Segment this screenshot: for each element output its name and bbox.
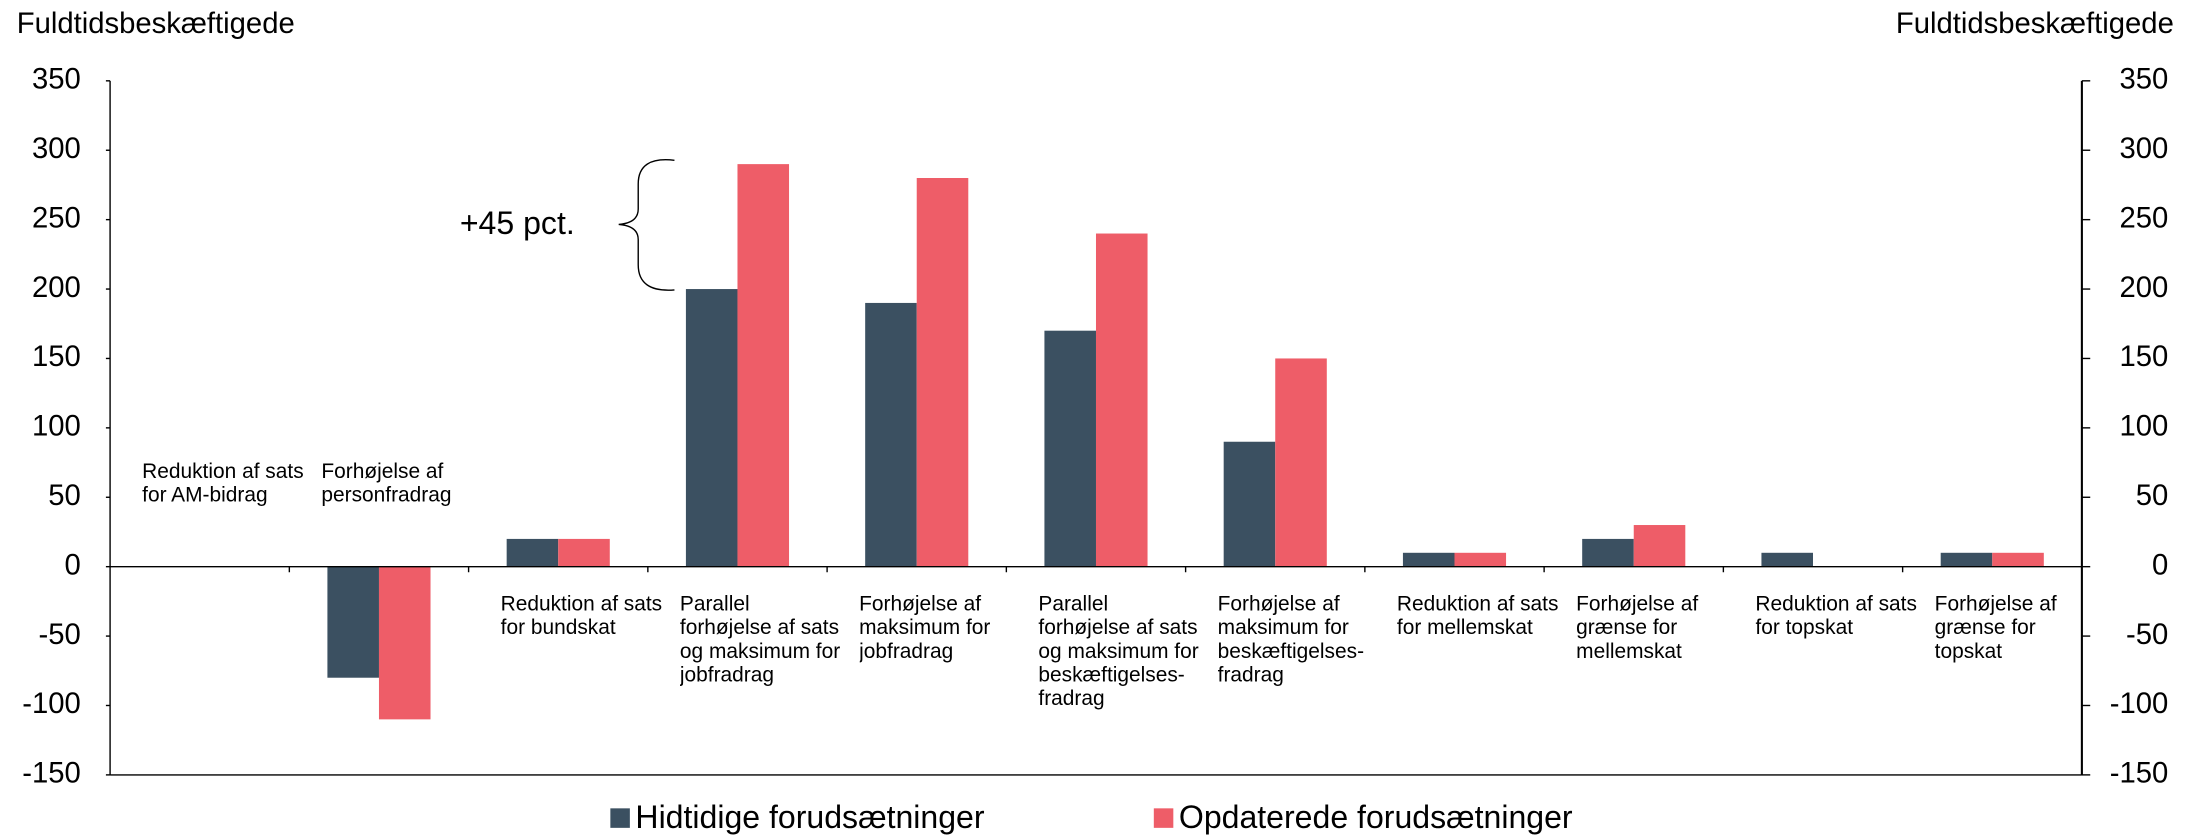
x-tick-label: Parallel forhøjelse af sats og maksimum … xyxy=(679,592,841,688)
x-tick-label: Forhøjelse af maksimum for beskæftigelse… xyxy=(1217,592,1365,688)
legend-label: Opdaterede forudsætninger xyxy=(1179,799,1573,835)
bar xyxy=(1940,552,1993,567)
y2-tick-label: 150 xyxy=(2119,341,2168,373)
legend-label: Hidtidige forudsætninger xyxy=(635,799,984,835)
x-tick-label-box: Reduktion af sats for mellemskat xyxy=(1396,592,1559,640)
annotation: +45 pct. xyxy=(460,205,575,241)
y-tick-label: -50 xyxy=(39,619,81,651)
x-tick-label: Reduktion af sats for topskat xyxy=(1755,592,1917,640)
y-tick-label: 0 xyxy=(65,549,81,581)
y-tick-label: -100 xyxy=(22,688,81,720)
y2-axis-title: Fuldtidsbeskæftigede xyxy=(1896,8,2174,40)
y-tick-label: 150 xyxy=(32,341,81,373)
bar xyxy=(1223,441,1276,567)
y-tick-label: -150 xyxy=(22,758,81,790)
x-tick-label-box: Parallel forhøjelse af sats og maksimum … xyxy=(1038,592,1199,711)
x-tick-label: Reduktion af sats for mellemskat xyxy=(1396,592,1559,640)
y2-tick-label: 100 xyxy=(2119,411,2168,443)
y2-tick-label: 200 xyxy=(2119,272,2168,304)
x-tick-label-box: Reduktion af sats for AM-bidrag xyxy=(142,459,304,508)
brace xyxy=(618,159,675,291)
y-tick-label: 200 xyxy=(32,272,81,304)
x-tick-label: Parallel forhøjelse af sats og maksimum … xyxy=(1038,592,1199,711)
y-axis-title: Fuldtidsbeskæftigede xyxy=(17,8,295,40)
bar xyxy=(327,566,379,678)
bar xyxy=(1402,552,1455,567)
x-tick-label: Reduktion af sats for AM-bidrag xyxy=(142,459,304,508)
x-tick-label: Reduktion af sats for bundskat xyxy=(500,592,663,640)
bar xyxy=(1454,552,1507,567)
x-tick-label-box: Forhøjelse af maksimum for jobfradrag xyxy=(859,592,991,664)
y2-tick-label: 300 xyxy=(2119,133,2168,165)
bar xyxy=(737,164,790,567)
x-tick-label: Forhøjelse af personfradrag xyxy=(321,459,452,508)
bar xyxy=(1044,330,1096,567)
y-tick-label: 300 xyxy=(32,133,81,165)
y-tick-label: 50 xyxy=(48,480,81,512)
bar xyxy=(916,178,969,567)
bar xyxy=(378,566,431,720)
y-tick-label: 350 xyxy=(32,64,81,96)
x-tick-label-box: Forhøjelse af maksimum for beskæftigelse… xyxy=(1217,592,1365,688)
bar xyxy=(685,289,738,567)
y2-tick-label: 0 xyxy=(2152,549,2168,581)
x-tick-label: Forhøjelse af maksimum for jobfradrag xyxy=(859,592,991,664)
bar xyxy=(865,302,917,567)
y2-tick-label: -150 xyxy=(2110,758,2169,790)
bar xyxy=(506,538,559,567)
y-tick-label: 250 xyxy=(32,202,81,234)
bar xyxy=(1992,552,2044,567)
y-tick-label: 100 xyxy=(32,411,81,443)
legend-swatch xyxy=(1153,808,1174,828)
bar xyxy=(1095,233,1148,567)
y2-tick-label: -100 xyxy=(2110,688,2169,720)
bar xyxy=(1582,538,1634,567)
bar xyxy=(558,538,610,567)
y2-tick-label: 350 xyxy=(2119,64,2168,96)
bar xyxy=(1275,358,1327,567)
x-tick-label-box: Forhøjelse af personfradrag xyxy=(321,459,452,508)
x-tick-label: Forhøjelse af grænse for mellemskat xyxy=(1576,592,1699,664)
x-tick-label-box: Reduktion af sats for bundskat xyxy=(500,592,663,640)
x-tick-label-box: Reduktion af sats for topskat xyxy=(1755,592,1917,640)
legend-swatch xyxy=(610,808,630,828)
x-tick-label-box: Forhøjelse af grænse for mellemskat xyxy=(1576,592,1699,664)
x-tick-label: Forhøjelse af grænse for topskat xyxy=(1934,592,2057,664)
x-tick-label-box: Forhøjelse af grænse for topskat xyxy=(1934,592,2057,664)
y2-tick-label: -50 xyxy=(2126,619,2168,651)
bar xyxy=(1761,552,1814,567)
y2-tick-label: 50 xyxy=(2136,480,2169,512)
y2-tick-label: 250 xyxy=(2119,202,2168,234)
bar xyxy=(1633,525,1686,567)
x-tick-label-box: Parallel forhøjelse af sats og maksimum … xyxy=(679,592,841,688)
